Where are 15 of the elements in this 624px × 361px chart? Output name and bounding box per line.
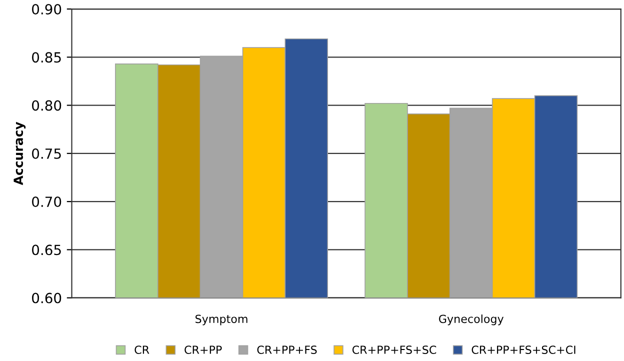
- legend-label: CR: [134, 346, 150, 354]
- y-tick-label: 0.80: [32, 100, 62, 111]
- x-tick-label: Gynecology: [439, 314, 504, 326]
- x-tick-label: Symptom: [196, 314, 248, 326]
- y-tick-label: 0.60: [32, 292, 62, 304]
- y-tick-label: 0.90: [32, 4, 62, 14]
- legend-label: CR+PP+FS: [257, 346, 317, 354]
- y-tick-label: 0.65: [32, 244, 61, 256]
- y-tick-label: 0.75: [32, 148, 61, 159]
- legend-label: CR+PP+FS+SC: [352, 346, 436, 354]
- y-axis-title: Accuracy: [14, 122, 26, 186]
- y-tick-label: 0.85: [32, 52, 61, 63]
- y-tick-label: 0.70: [32, 196, 62, 208]
- legend-label: CR+PP+FS+SC+CI: [472, 346, 576, 354]
- legend-label: CR+PP: [184, 346, 222, 354]
